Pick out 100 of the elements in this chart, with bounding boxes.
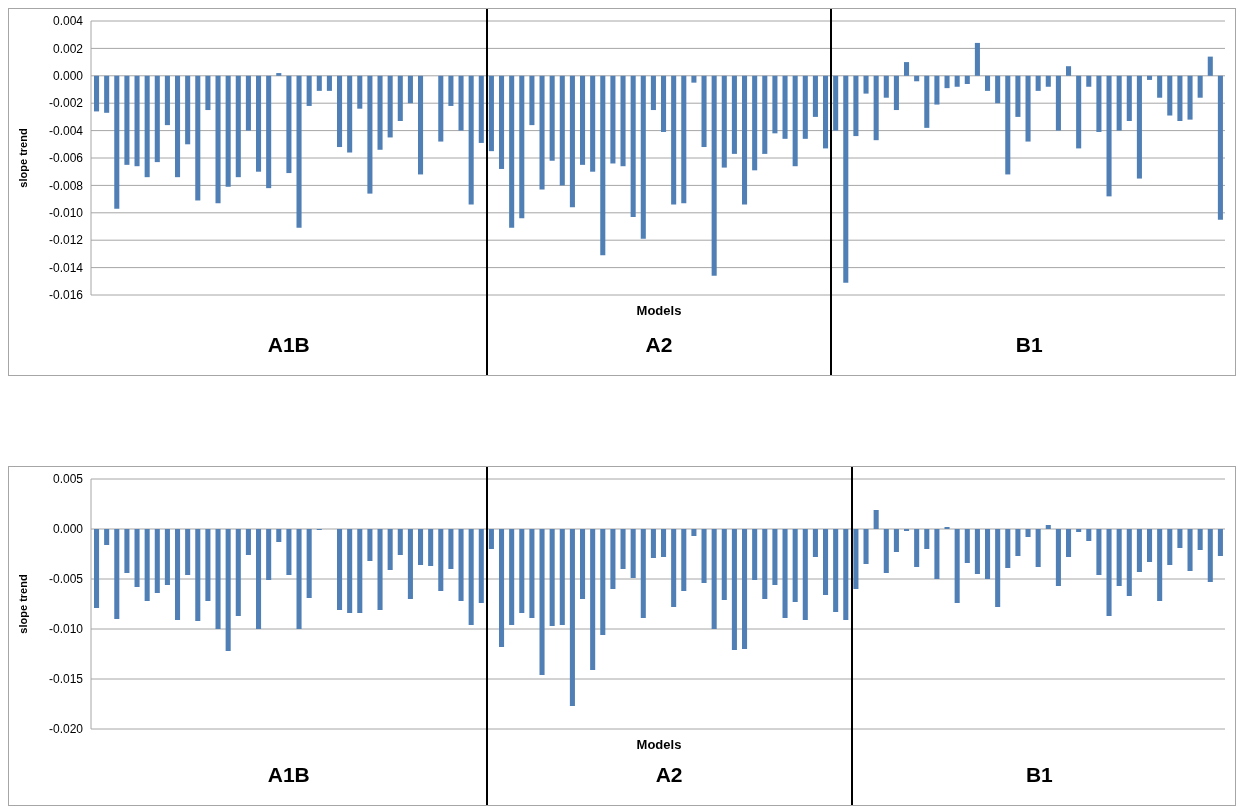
bar [286, 75, 292, 174]
bar [914, 529, 920, 567]
bar [124, 529, 130, 573]
x-axis-title: Models [635, 303, 683, 318]
bar [1045, 75, 1051, 87]
bar [124, 75, 130, 165]
bar [1157, 75, 1163, 98]
bar [154, 529, 160, 593]
bar [610, 75, 616, 164]
bar [245, 529, 251, 555]
bar [114, 75, 120, 209]
bar [823, 529, 829, 595]
bar [873, 510, 879, 529]
bar [569, 529, 575, 706]
bar [1096, 529, 1102, 575]
text: A2 [654, 763, 684, 787]
bar [995, 75, 1001, 104]
bar [377, 529, 383, 610]
bar [1167, 529, 1173, 565]
bar [1045, 525, 1051, 529]
x-axis-title: Models [635, 737, 683, 752]
y-tick-label: 0.005 [52, 472, 84, 487]
bar [1217, 75, 1223, 220]
bar [620, 529, 626, 569]
bar [387, 529, 393, 570]
bar [1106, 529, 1112, 616]
bar [1035, 75, 1041, 91]
bar [924, 75, 930, 128]
bar [893, 75, 899, 111]
bar [762, 529, 768, 599]
bar [721, 75, 727, 168]
y-tick-label: -0.006 [48, 151, 84, 166]
bar [661, 75, 667, 132]
bar [458, 529, 464, 601]
bar [1025, 529, 1031, 537]
bar [134, 529, 140, 587]
bar [934, 75, 940, 105]
bar [590, 75, 596, 172]
bar [438, 529, 444, 591]
bar [843, 75, 849, 283]
bar [752, 529, 758, 580]
bar [580, 529, 586, 599]
bar [1197, 529, 1203, 550]
bar [407, 75, 413, 104]
bar [812, 75, 818, 117]
bar [833, 75, 839, 131]
bar [1106, 75, 1112, 197]
bar [640, 75, 646, 239]
bar [175, 75, 181, 178]
y-tick-label: 0.000 [52, 69, 84, 84]
bar [964, 75, 970, 85]
bar [519, 75, 525, 219]
bar [752, 75, 758, 171]
bar [1136, 75, 1142, 179]
bar [185, 529, 191, 575]
bar [802, 75, 808, 139]
bar [306, 75, 312, 106]
bar [731, 529, 737, 650]
bar [681, 75, 687, 204]
bar [995, 529, 1001, 607]
bar [630, 529, 636, 578]
bar [316, 75, 322, 91]
bar [397, 529, 403, 555]
bar [337, 529, 343, 610]
bar [802, 529, 808, 620]
bar [600, 529, 606, 635]
bar [1187, 75, 1193, 120]
bar [1136, 529, 1142, 572]
bar [661, 529, 667, 557]
y-tick-label: -0.015 [48, 672, 84, 687]
bar [438, 75, 444, 142]
bar [94, 529, 100, 608]
bar [509, 529, 515, 625]
bar [225, 529, 231, 651]
y-axis-title: slope trend [16, 574, 29, 634]
bar [1055, 75, 1061, 131]
bar [974, 529, 980, 574]
bar [549, 75, 555, 161]
bar [691, 75, 697, 83]
bar [225, 75, 231, 187]
bar [721, 529, 727, 600]
bar [266, 529, 272, 580]
bar [488, 75, 494, 152]
bar [1207, 56, 1213, 76]
bar [205, 529, 211, 601]
bar [418, 529, 424, 565]
bar [782, 75, 788, 139]
y-tick-label: -0.010 [48, 206, 84, 221]
bar [205, 75, 211, 111]
bar [762, 75, 768, 154]
y-axis-title: slope trend [16, 128, 29, 188]
bar [499, 75, 505, 169]
bar [1207, 529, 1213, 582]
bar [418, 75, 424, 175]
bar [853, 529, 859, 589]
bar [1015, 529, 1021, 556]
bar [347, 529, 353, 613]
bar [185, 75, 191, 145]
text: A1B [266, 763, 311, 787]
bar [256, 529, 262, 629]
